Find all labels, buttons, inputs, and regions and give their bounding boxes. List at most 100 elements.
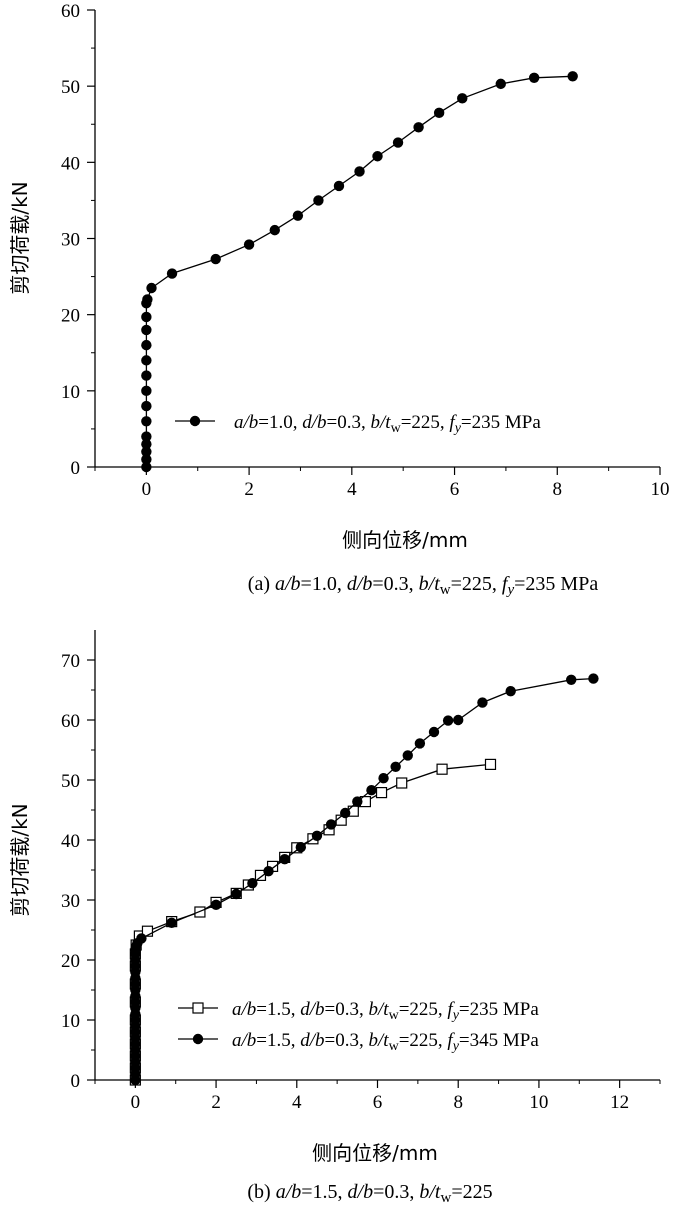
data-point	[263, 866, 274, 877]
y-tick-label: 40	[61, 831, 80, 852]
data-point	[402, 750, 413, 761]
legend-entry-1: a/b=1.0, d/b=0.3, b/tw=225, fy=235 MPa	[175, 412, 541, 436]
panel-caption: (a) a/b=1.0, d/b=0.3, b/tw=225, fy=235 M…	[248, 573, 599, 598]
data-point	[269, 224, 280, 236]
data-point	[588, 673, 599, 684]
y-tick-label: 30	[61, 230, 80, 251]
data-point	[141, 431, 152, 442]
legend-entry-1: a/b=1.5, d/b=0.3, b/tw=225, fy=235 MPa	[178, 999, 539, 1023]
data-point	[311, 830, 323, 841]
data-point	[141, 339, 152, 351]
data-point	[141, 446, 152, 457]
data-point	[141, 324, 152, 336]
data-point	[141, 385, 152, 397]
data-point	[146, 282, 157, 294]
x-tick-label: 8	[453, 1092, 463, 1113]
data-point	[428, 726, 440, 738]
data-point	[413, 122, 424, 133]
data-point	[442, 715, 454, 726]
data-point	[166, 268, 178, 279]
data-point	[141, 311, 152, 323]
data-point	[484, 758, 497, 771]
data-point	[166, 917, 177, 928]
data-point	[141, 355, 152, 366]
y-tick-label: 70	[61, 651, 80, 672]
legend-label: a/b=1.5, d/b=0.3, b/tw=225, fy=345 MPa	[232, 1030, 539, 1054]
x-tick-label: 0	[131, 1092, 141, 1113]
x-tick-label: 0	[142, 479, 152, 500]
data-point	[141, 438, 152, 450]
data-point	[457, 93, 468, 104]
data-point	[505, 686, 516, 697]
panel-a: 0 2 4 6 8 10 0 10 20 30 40 50 60 侧向位移/mm 剪切荷载/kN a/b=1.…	[8, 1, 670, 598]
data-point	[210, 253, 221, 265]
series-line	[145, 75, 573, 467]
data-point	[279, 854, 290, 865]
y-tick-label: 60	[61, 711, 80, 732]
data-point	[566, 674, 577, 685]
y-tick-label: 10	[61, 1011, 80, 1032]
y-axis-title: 剪切荷载/kN	[8, 803, 32, 916]
data-point	[567, 71, 578, 82]
legend-marker	[189, 415, 201, 427]
x-tick-label: 10	[529, 1092, 548, 1113]
data-point	[243, 239, 255, 250]
data-point	[333, 180, 345, 192]
y-axis-title: 剪切荷载/kN	[8, 181, 32, 294]
data-point	[477, 697, 488, 708]
data-point	[366, 785, 377, 796]
y-tick-label: 0	[71, 1071, 81, 1092]
y-tick-label: 60	[61, 1, 80, 22]
y-tick-label: 0	[71, 458, 81, 479]
data-point	[141, 461, 152, 473]
data-point	[372, 151, 383, 162]
y-tick-label: 20	[61, 306, 80, 327]
data-point	[295, 842, 307, 853]
series-2	[130, 673, 599, 1086]
x-tick-label: 4	[347, 479, 357, 500]
x-tick-label: 12	[610, 1092, 629, 1113]
legend-label: a/b=1.5, d/b=0.3, b/tw=225, fy=235 MPa	[232, 999, 539, 1023]
data-point	[396, 777, 408, 789]
x-axis-title: 侧向位移/mm	[342, 528, 468, 552]
data-point	[414, 738, 426, 749]
data-point	[231, 888, 242, 900]
x-axis-title: 侧向位移/mm	[312, 1141, 438, 1165]
data-point	[352, 796, 363, 807]
data-point	[254, 869, 267, 882]
data-point	[433, 107, 445, 119]
panel-caption: (b) a/b=1.5, d/b=0.3, b/tw=225	[247, 1181, 492, 1206]
data-point	[354, 166, 365, 177]
x-tick-label: 2	[244, 479, 254, 500]
x-tick-label: 10	[651, 479, 670, 500]
legend-entry-2: a/b=1.5, d/b=0.3, b/tw=225, fy=345 MPa	[178, 1030, 539, 1054]
y-tick-label: 50	[61, 77, 80, 98]
y-tick-label: 30	[61, 891, 80, 912]
data-point	[453, 714, 464, 726]
data-point	[392, 137, 404, 148]
data-point	[141, 925, 154, 937]
data-point	[378, 773, 389, 784]
y-tick-label: 50	[61, 771, 80, 792]
data-point	[375, 786, 388, 799]
data-point	[141, 416, 152, 427]
data-point	[142, 294, 153, 305]
y-tick-label: 40	[61, 153, 80, 174]
data-point	[390, 761, 401, 772]
legend-marker	[192, 1002, 204, 1014]
x-tick-label: 8	[553, 479, 563, 500]
data-point	[210, 899, 222, 910]
data-point	[436, 763, 448, 775]
data-point	[495, 78, 506, 90]
x-tick-label: 6	[450, 479, 460, 500]
x-tick-label: 6	[373, 1092, 383, 1113]
data-point	[292, 210, 304, 221]
panel-b: 0 2 4 6 8 10 12 0 10 20 30 40 50 60 70 侧向位移/mm 剪切荷载/kN a/…	[8, 630, 661, 1206]
legend-marker	[192, 1033, 204, 1045]
data-point	[141, 400, 152, 412]
data-point	[340, 807, 351, 819]
data-point	[528, 72, 540, 83]
data-point	[141, 454, 152, 465]
y-tick-label: 10	[61, 382, 80, 403]
y-tick-label: 20	[61, 951, 80, 972]
